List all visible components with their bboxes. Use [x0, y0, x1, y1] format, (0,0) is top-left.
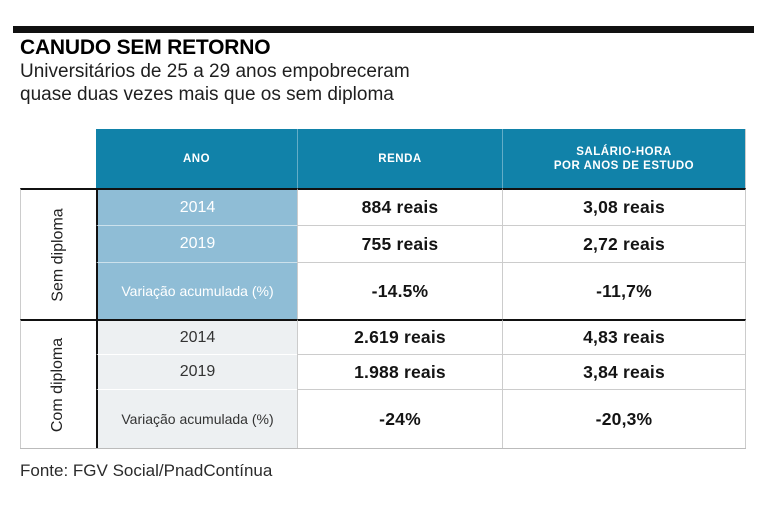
column-header-salario-line1: SALÁRIO-HORA: [576, 145, 672, 158]
source-credit: Fonte: FGV Social/PnadContínua: [20, 461, 273, 480]
column-header-renda: RENDA: [297, 129, 502, 188]
group-label-sem-diploma: Sem diploma: [20, 188, 96, 319]
top-rule: [13, 26, 754, 33]
data-table: ANO RENDA SALÁRIO-HORA POR ANOS DE ESTUD…: [20, 129, 746, 449]
column-header-salario-line2: POR ANOS DE ESTUDO: [553, 159, 695, 172]
renda-variation-value: -24%: [297, 390, 502, 448]
column-header-salario-hora: SALÁRIO-HORA POR ANOS DE ESTUDO: [502, 129, 746, 188]
year-cell: 2019: [96, 355, 297, 390]
renda-value: 755 reais: [297, 226, 502, 263]
page-title: CANUDO SEM RETORNO: [20, 36, 271, 59]
renda-variation-value: -14.5%: [297, 263, 502, 319]
renda-value: 884 reais: [297, 188, 502, 226]
column-header-ano: ANO: [96, 129, 297, 188]
column-header-renda-label: RENDA: [378, 152, 422, 165]
subtitle-line-2: quase duas vezes mais que os sem diploma: [20, 83, 394, 105]
salario-variation-value: -11,7%: [502, 263, 746, 319]
renda-value: 2.619 reais: [297, 319, 502, 355]
row-label-variacao: Variação acumulada (%): [96, 390, 297, 448]
row-label-variacao: Variação acumulada (%): [96, 263, 297, 319]
renda-value: 1.988 reais: [297, 355, 502, 390]
table-corner-spacer: [20, 129, 96, 188]
salario-value: 2,72 reais: [502, 226, 746, 263]
salario-value: 3,84 reais: [502, 355, 746, 390]
group-label-com-diploma: Com diploma: [20, 319, 96, 448]
year-cell: 2014: [96, 188, 297, 226]
subtitle-line-1: Universitários de 25 a 29 anos empobrece…: [20, 61, 410, 82]
salario-variation-value: -20,3%: [502, 390, 746, 448]
page-subtitle: Universitários de 25 a 29 anos empobrece…: [20, 61, 410, 106]
salario-value: 4,83 reais: [502, 319, 746, 355]
year-cell: 2019: [96, 226, 297, 263]
column-header-ano-label: ANO: [182, 152, 211, 165]
salario-value: 3,08 reais: [502, 188, 746, 226]
year-cell: 2014: [96, 319, 297, 355]
